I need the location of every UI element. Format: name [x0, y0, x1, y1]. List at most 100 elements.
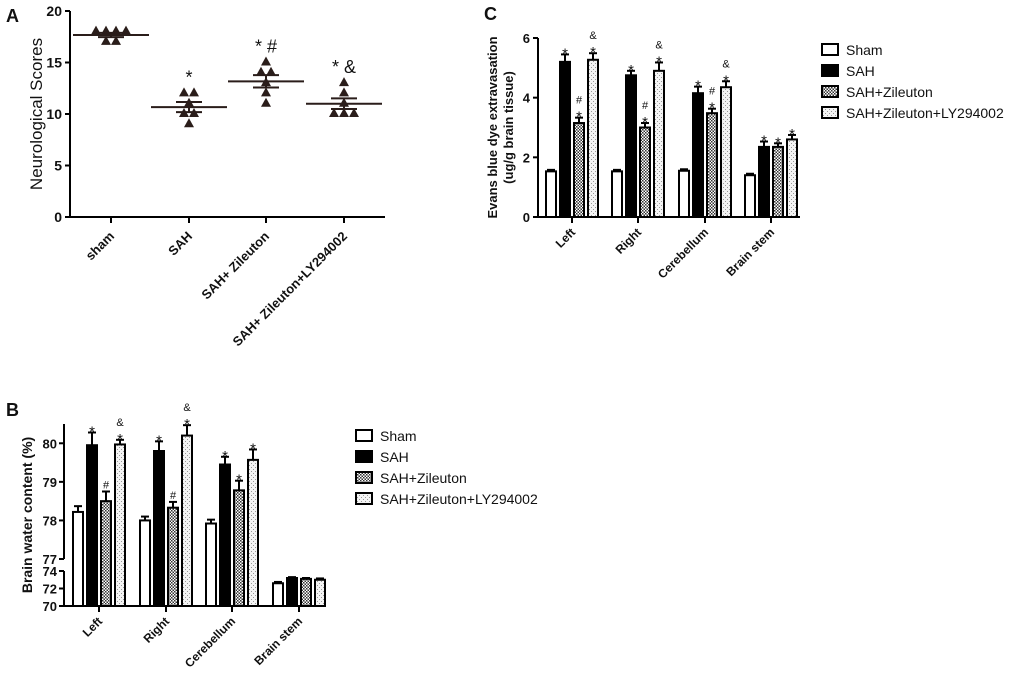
significance-annotation: *: [789, 126, 795, 143]
x-tick-label: SAH+ Zileuton: [198, 228, 272, 302]
y-tick-label: 78: [43, 513, 57, 528]
significance-annotation: *: [89, 423, 95, 440]
significance-annotation: * &: [332, 57, 356, 77]
bar-sah-zileuton: [300, 577, 312, 607]
y-tick-label: 79: [43, 475, 57, 490]
legend-label: SAH+Zileuton+LY294002: [380, 491, 538, 507]
data-point-marker: [339, 108, 349, 117]
legend-label: Sham: [380, 428, 417, 444]
legend-swatch: [355, 450, 373, 463]
significance-annotation: *: [185, 67, 192, 87]
bar-sah-zileuton: [167, 506, 179, 608]
y-axis-label: Neurological Scores: [27, 38, 46, 190]
legend-swatch: [355, 492, 373, 505]
data-point-marker: [261, 87, 271, 97]
x-tick-label: Cerebellum: [182, 614, 238, 670]
bar-sah-zileuton-ly294002: [247, 458, 259, 607]
data-point-marker: [339, 77, 349, 87]
chart-a: 0 5 10 15 20 Neurological Scores sham SAH * SAH+ …: [27, 3, 385, 349]
x-tick-label: Right: [141, 614, 173, 646]
y-tick-label: 0: [523, 210, 530, 225]
significance-annotation: *: [656, 53, 662, 70]
significance-annotation: *: [761, 133, 767, 150]
x-tick-label: Left: [553, 225, 578, 250]
y-tick-label: 80: [43, 436, 57, 451]
bar-sah: [625, 74, 637, 218]
y-tick-label: 20: [46, 3, 62, 19]
y-tick-label: 6: [523, 31, 530, 46]
bar-sah-zileuton: [233, 489, 245, 608]
panel-label-a: A: [6, 6, 19, 26]
data-point-marker: [339, 87, 349, 97]
significance-annotation: #: [709, 86, 716, 98]
bar-sah-zileuton: [772, 145, 784, 218]
panel-label-b: B: [6, 400, 19, 420]
significance-annotation: *: [576, 109, 582, 126]
chart-c: 0 2 4 6 Evans blue dye extravasation (ug/g br…: [485, 30, 1004, 281]
bar-sham: [678, 169, 690, 218]
bar-sham: [545, 170, 557, 218]
y-axis-label: Evans blue dye extravasation: [485, 36, 500, 218]
legend-swatch: [821, 106, 839, 119]
data-point-marker: [261, 97, 271, 107]
significance-annotation: *: [709, 100, 715, 117]
x-tick-label: sham: [82, 229, 117, 264]
significance-annotation: *: [775, 134, 781, 151]
bar-sah-zileuton-ly294002: [653, 69, 665, 218]
y-axis-label-units: (ug/g brain tissue): [501, 71, 516, 184]
bar-sham: [72, 510, 84, 608]
panel-label-c: C: [484, 4, 497, 24]
data-point-marker: [256, 66, 266, 76]
bar-sah-zileuton: [706, 112, 718, 218]
y-tick-label: 2: [523, 150, 530, 165]
legend-label: Sham: [846, 42, 883, 58]
legend-swatch: [821, 64, 839, 77]
data-point-marker: [349, 108, 359, 117]
significance-annotation: #: [103, 480, 110, 492]
significance-annotation: #: [642, 100, 649, 112]
significance-annotation: *: [156, 432, 162, 449]
significance-annotation: &: [589, 30, 597, 42]
legend-label: SAH+Zileuton: [380, 470, 467, 486]
bar-sah: [153, 450, 165, 607]
bar-sah-zileuton-ly294002: [181, 434, 193, 608]
y-tick-label: 0: [54, 209, 62, 225]
significance-annotation: *: [723, 72, 729, 89]
y-tick-label: 72: [43, 582, 57, 597]
legend-label: SAH+Zileuton+LY294002: [846, 105, 1004, 121]
bar-sah: [692, 92, 704, 218]
data-point-marker: [261, 56, 271, 66]
data-point-marker: [111, 35, 121, 45]
bar-sah-zileuton-ly294002: [314, 578, 326, 607]
legend-label: SAH+Zileuton: [846, 84, 933, 100]
legend-label: SAH: [380, 449, 409, 465]
bar-sham: [744, 174, 756, 219]
significance-annotation: &: [722, 58, 730, 70]
bar-sah-zileuton-ly294002: [786, 138, 798, 218]
significance-annotation: * #: [255, 37, 277, 57]
significance-annotation: *: [236, 472, 242, 489]
significance-annotation: *: [222, 448, 228, 465]
bar-sah: [559, 60, 571, 218]
y-tick-label: 77: [43, 552, 57, 567]
y-tick-label: 5: [54, 158, 62, 174]
significance-annotation: *: [250, 440, 256, 457]
x-tick-label: Left: [80, 614, 105, 639]
significance-annotation: &: [183, 402, 191, 414]
significance-annotation: *: [562, 45, 568, 62]
x-tick-label: SAH: [165, 229, 195, 259]
x-tick-label: Brain stem: [723, 225, 777, 279]
data-point-marker: [184, 118, 194, 128]
y-tick-label: 70: [43, 599, 57, 614]
bar-sah-zileuton-ly294002: [114, 443, 126, 608]
y-tick-label: 10: [46, 106, 62, 122]
legend-label: SAH: [846, 63, 875, 79]
bar-sham: [272, 582, 284, 607]
significance-annotation: #: [576, 95, 583, 107]
bar-sah-zileuton-ly294002: [720, 86, 732, 218]
data-point-marker: [329, 108, 339, 117]
significance-annotation: *: [184, 416, 190, 433]
y-tick-label: 4: [523, 91, 531, 106]
